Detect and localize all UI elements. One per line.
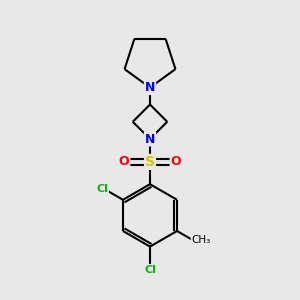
Text: CH₃: CH₃ — [191, 235, 210, 245]
Text: S: S — [145, 155, 155, 169]
Text: N: N — [145, 133, 155, 146]
Text: O: O — [170, 155, 181, 168]
Text: N: N — [145, 81, 155, 94]
Text: Cl: Cl — [96, 184, 108, 194]
Text: Cl: Cl — [144, 265, 156, 275]
Text: O: O — [119, 155, 130, 168]
